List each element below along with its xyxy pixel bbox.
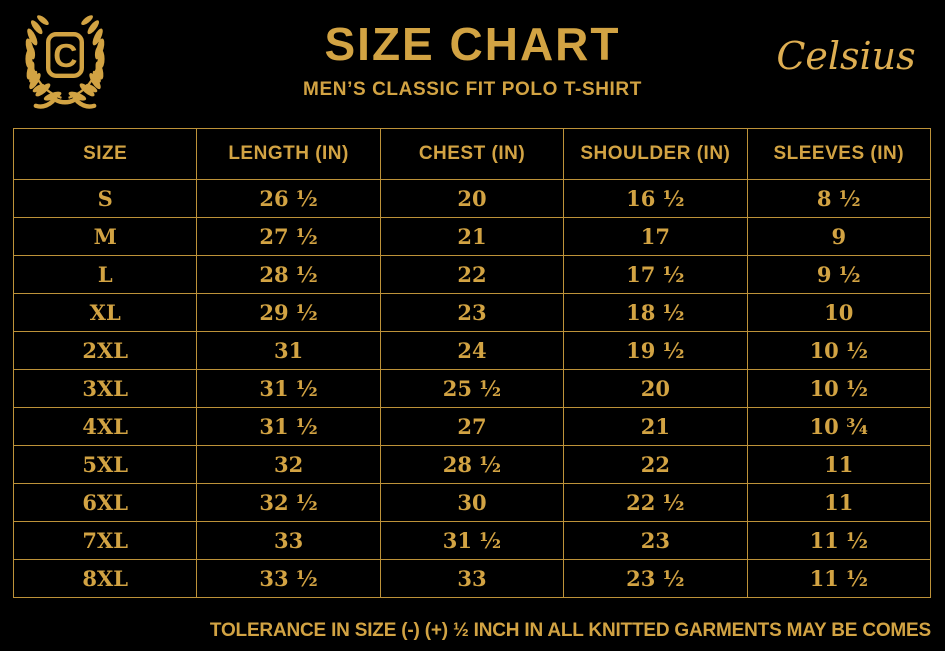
measurement-cell: 10 ½ — [746, 369, 932, 408]
measurement-cell: 31 — [196, 331, 381, 370]
size-table-head: SIZE LENGTH (IN) CHEST (IN) SHOULDER (IN) SL… — [12, 128, 932, 180]
measurement-cell: 23 — [379, 293, 565, 332]
ribbon-tail-left — [33, 99, 55, 109]
measurement-cell: 33 — [196, 521, 381, 560]
measurement-cell: 21 — [379, 217, 565, 256]
measurement-cell: 24 — [379, 331, 565, 370]
measurement-cell: 30 — [379, 483, 565, 522]
measurement-cell: 11 ½ — [746, 521, 932, 560]
header-row: SIZE LENGTH (IN) CHEST (IN) SHOULDER (IN) SL… — [12, 128, 932, 180]
measurement-cell: 28 ½ — [379, 445, 565, 484]
measurement-cell: 20 — [379, 179, 565, 218]
logo-badge — [46, 32, 84, 78]
measurement-cell: 22 — [379, 255, 565, 294]
measurement-cell: 33 — [379, 559, 565, 598]
measurement-cell: 27 — [379, 407, 565, 446]
measurement-cell: 28 ½ — [196, 255, 381, 294]
measurement-cell: 31 ½ — [196, 369, 381, 408]
measurement-cell: 10 — [746, 293, 932, 332]
table-row: 8XL 33 ½ 33 23 ½ 11 ½ — [12, 559, 932, 598]
column-header: CHEST (IN) — [379, 128, 565, 180]
measurement-cell: 25 ½ — [379, 369, 565, 408]
measurement-cell: 27 ½ — [196, 217, 381, 256]
brand-laurel-logo: C — [23, 12, 107, 109]
measurement-cell: 22 — [563, 445, 748, 484]
table-row: 6XL 32 ½ 30 22 ½ 11 — [12, 483, 932, 522]
measurement-cell: 33 ½ — [196, 559, 381, 598]
ribbon-tail-right — [75, 99, 97, 109]
brand-wordmark: Celsius — [776, 34, 916, 78]
measurement-cell: 8 ½ — [746, 179, 932, 218]
size-cell: 4XL — [12, 407, 198, 446]
measurement-cell: 20 — [563, 369, 748, 408]
measurement-cell: 11 — [746, 445, 932, 484]
measurement-cell: 26 ½ — [196, 179, 381, 218]
measurement-cell: 32 — [196, 445, 381, 484]
size-cell: 6XL — [12, 483, 198, 522]
measurement-cell: 21 — [563, 407, 748, 446]
measurement-cell: 9 — [746, 217, 932, 256]
table-row: 4XL 31 ½ 27 21 10 ¾ — [12, 407, 932, 446]
measurement-cell: 29 ½ — [196, 293, 381, 332]
column-header: SLEEVES (IN) — [746, 128, 932, 180]
page-subtitle: MEN’S CLASSIC FIT POLO T-SHIRT — [303, 79, 642, 100]
size-cell: M — [12, 217, 198, 256]
measurement-cell: 10 ¾ — [746, 407, 932, 446]
measurement-cell: 17 — [563, 217, 748, 256]
column-header: LENGTH (IN) — [196, 128, 381, 180]
measurement-cell: 9 ½ — [746, 255, 932, 294]
measurement-cell: 22 ½ — [563, 483, 748, 522]
table-row: 5XL 32 28 ½ 22 11 — [12, 445, 932, 484]
measurement-cell: 11 — [746, 483, 932, 522]
size-cell: L — [12, 255, 198, 294]
tolerance-note: TOLERANCE IN SIZE (-) (+) ½ INCH IN ALL … — [209, 620, 931, 641]
column-header: SHOULDER (IN) — [563, 128, 748, 180]
measurement-cell: 18 ½ — [563, 293, 748, 332]
measurement-cell: 17 ½ — [563, 255, 748, 294]
size-cell: S — [12, 179, 198, 218]
measurement-cell: 32 ½ — [196, 483, 381, 522]
table-row: XL 29 ½ 23 18 ½ 10 — [12, 293, 932, 332]
measurement-cell: 23 ½ — [563, 559, 748, 598]
table-row: 2XL 31 24 19 ½ 10 ½ — [12, 331, 932, 370]
page-title: SIZE CHART — [324, 18, 621, 70]
size-cell: 5XL — [12, 445, 198, 484]
measurement-cell: 10 ½ — [746, 331, 932, 370]
size-cell: 8XL — [12, 559, 198, 598]
measurement-cell: 31 ½ — [196, 407, 381, 446]
table-row: M 27 ½ 21 17 9 — [12, 217, 932, 256]
logo-letter: C — [53, 38, 77, 75]
size-cell: 3XL — [12, 369, 198, 408]
table-row: 3XL 31 ½ 25 ½ 20 10 ½ — [12, 369, 932, 408]
size-cell: 7XL — [12, 521, 198, 560]
table-row: 7XL 33 31 ½ 23 11 ½ — [12, 521, 932, 560]
measurement-cell: 19 ½ — [563, 331, 748, 370]
ribbon-knot — [53, 97, 77, 105]
measurement-cell: 16 ½ — [563, 179, 748, 218]
column-header: SIZE — [12, 128, 198, 180]
size-cell: 2XL — [12, 331, 198, 370]
size-table: SIZE LENGTH (IN) CHEST (IN) SHOULDER (IN) SL… — [12, 128, 932, 598]
size-cell: XL — [12, 293, 198, 332]
header-titles: SIZE CHART MEN’S CLASSIC FIT POLO T-SHIR… — [0, 21, 945, 101]
measurement-cell: 31 ½ — [379, 521, 565, 560]
measurement-cell: 11 ½ — [746, 559, 932, 598]
measurement-cell: 23 — [563, 521, 748, 560]
